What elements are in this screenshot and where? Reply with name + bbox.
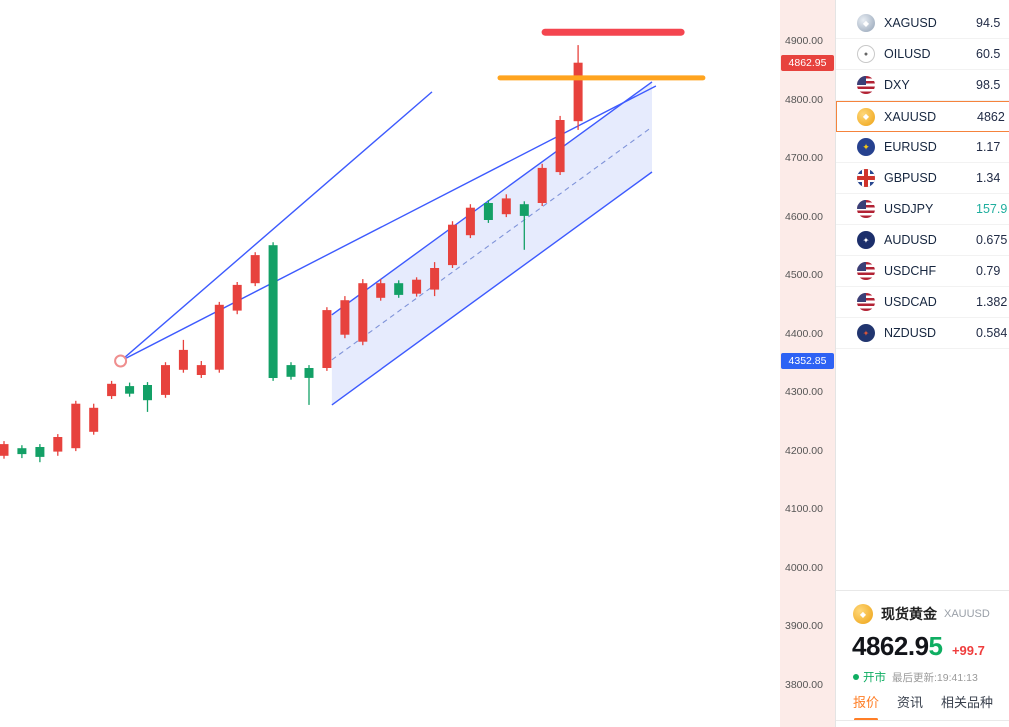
symbol-label: AUDUSD [884, 233, 937, 247]
silver-coin-icon [857, 14, 875, 32]
tab-news[interactable]: 资讯 [897, 695, 924, 710]
symbol-label: USDCAD [884, 295, 937, 309]
candles [0, 45, 583, 463]
watchlist-row-xagusd[interactable]: XAGUSD 94.5 [836, 8, 1009, 39]
symbol-label: USDJPY [884, 202, 934, 216]
symbol-price: 4862 [977, 109, 1005, 124]
symbol-price: 0.79 [976, 264, 1001, 278]
market-status: 开市 [863, 672, 886, 684]
symbol-label: EURUSD [884, 140, 937, 154]
symbol-label: XAUUSD [884, 109, 937, 124]
symbol-price: 157.9 [976, 202, 1008, 216]
tab-quotes[interactable]: 报价 [853, 692, 879, 721]
symbol-price: 1.17 [976, 140, 1001, 154]
price-tag: 4862.95 [781, 54, 834, 71]
symbol-price: 1.382 [976, 295, 1008, 309]
instrument-symbol: XAUUSD [944, 608, 990, 620]
symbol-label: XAGUSD [884, 16, 937, 30]
watchlist-row-usdchf[interactable]: USDCHF 0.79 [836, 256, 1009, 287]
gold-coin-icon [857, 107, 875, 126]
ascending-channel[interactable] [331, 81, 653, 406]
price-axis-label: 4900.00 [785, 35, 823, 47]
price-axis-label: 4600.00 [785, 210, 823, 223]
eu-flag-icon [857, 138, 875, 156]
price-axis-label: 4700.00 [785, 152, 823, 164]
us-flag-icon [857, 293, 875, 311]
quote-price-row: 4862.95 +99.7 [852, 631, 985, 662]
market-status-row: 开市 最后更新:19:41:13 [853, 669, 978, 685]
symbol-price: 94.5 [976, 16, 1001, 30]
symbol-price: 1.34 [976, 171, 1001, 185]
price-axis-label: 3800.00 [785, 678, 823, 691]
watchlist-row-xauusd[interactable]: XAUUSD 4862 [836, 101, 1009, 132]
candlestick-chart[interactable] [0, 0, 780, 727]
price-change: +99.7 [951, 643, 985, 658]
us-flag-icon [857, 200, 875, 218]
uk-flag-icon [857, 169, 875, 187]
price-tag: 4352.85 [781, 353, 834, 370]
watchlist-row-eurusd[interactable]: EURUSD 1.17 [836, 132, 1009, 163]
symbol-price: 0.675 [976, 233, 1008, 247]
price-axis-label: 4200.00 [785, 444, 823, 457]
price-axis-label: 4100.00 [785, 503, 823, 515]
symbol-label: OILUSD [884, 47, 931, 61]
watchlist-row-audusd[interactable]: AUDUSD 0.675 [836, 225, 1009, 256]
symbol-label: USDCHF [884, 264, 937, 278]
last-price: 4862.9 [852, 631, 929, 661]
symbol-price: 60.5 [976, 47, 1001, 61]
price-axis-label: 4500.00 [785, 269, 823, 281]
symbol-price: 98.5 [976, 78, 1001, 92]
symbol-label: GBPUSD [884, 171, 937, 185]
watchlist-row-oilusd[interactable]: OILUSD 60.5 [836, 39, 1009, 70]
price-axis-label: 4400.00 [785, 327, 823, 340]
watchlist-row-nzdusd[interactable]: NZDUSD 0.584 [836, 318, 1009, 349]
trendlines[interactable] [120, 85, 657, 362]
last-update: 最后更新:19:41:13 [892, 671, 978, 684]
au-flag-icon [857, 231, 875, 249]
price-axis-label: 3900.00 [785, 620, 823, 632]
symbol-price: 0.584 [976, 326, 1008, 340]
circle-marker[interactable] [114, 354, 128, 368]
quote-header: 现货黄金 XAUUSD [853, 604, 990, 624]
quote-panel: 现货黄金 XAUUSD 4862.95 +99.7 开市 最后更新:19:41:… [835, 590, 1009, 727]
watchlist-row-gbpusd[interactable]: GBPUSD 1.34 [836, 163, 1009, 194]
last-price-final-digit: 5 [928, 631, 943, 661]
us-flag-icon [857, 76, 875, 94]
price-axis-label: 4300.00 [785, 386, 823, 398]
market-open-dot [853, 674, 859, 680]
watchlist-row-dxy[interactable]: DXY 98.5 [836, 70, 1009, 101]
oil-icon [857, 45, 875, 63]
watchlist-row-usdcad[interactable]: USDCAD 1.382 [836, 287, 1009, 318]
symbol-label: NZDUSD [884, 326, 937, 340]
price-axis-label: 4800.00 [785, 93, 823, 106]
instrument-name: 现货黄金 [881, 606, 937, 622]
price-axis[interactable]: 4900.00 4800.00 4700.00 4600.00 4500.00 4400.… [780, 0, 835, 727]
quote-tabs: 报价 资讯 相关品种 [853, 692, 1009, 721]
watchlist-row-usdjpy[interactable]: USDJPY 157.9 [836, 194, 1009, 225]
gold-coin-icon [853, 604, 873, 624]
nz-flag-icon [857, 324, 875, 342]
tab-related[interactable]: 相关品种 [941, 695, 994, 710]
price-axis-label: 4000.00 [785, 561, 823, 574]
watchlist: XAGUSD 94.5 OILUSD 60.5 DXY 98.5 XAUUSD 4862 EUR… [836, 8, 1009, 349]
us-flag-icon [857, 262, 875, 280]
symbol-label: DXY [884, 78, 910, 92]
tabs-divider [836, 720, 1009, 721]
